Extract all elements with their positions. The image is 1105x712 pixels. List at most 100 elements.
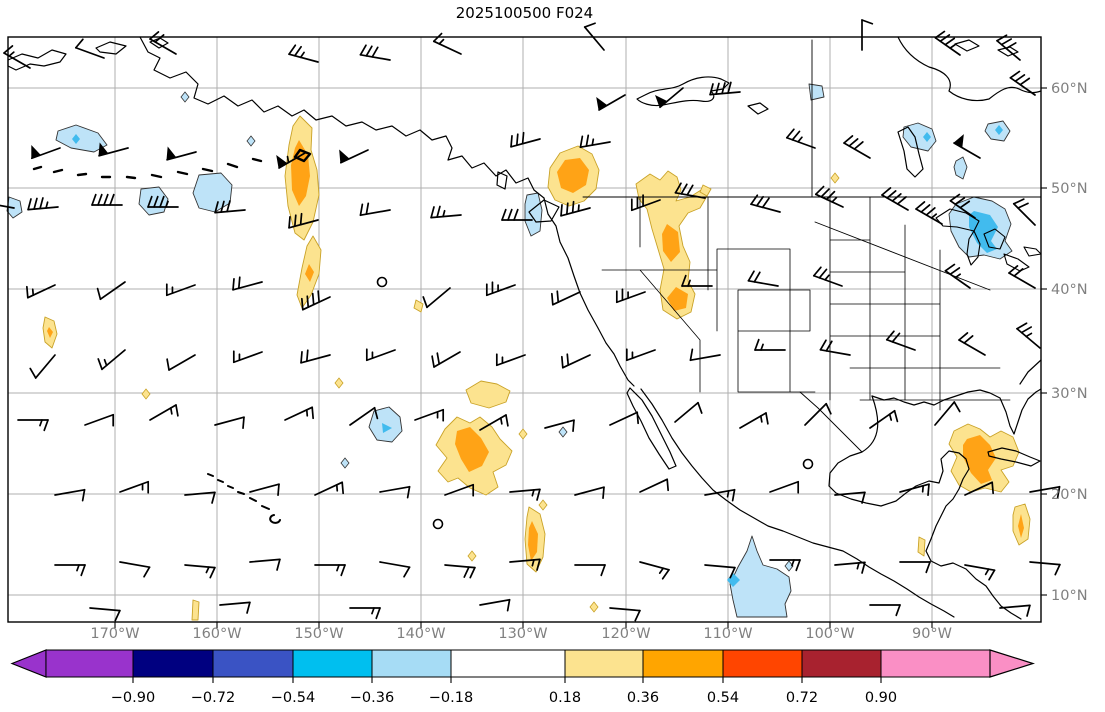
barb-full-tick bbox=[560, 203, 563, 217]
barb-full-tick bbox=[143, 566, 151, 578]
barb-full-tick bbox=[600, 564, 606, 577]
wind-barb bbox=[509, 488, 541, 501]
contour-speck bbox=[518, 428, 528, 440]
wind-barb bbox=[750, 194, 781, 213]
barb-staff bbox=[915, 208, 943, 225]
wind-barb bbox=[899, 561, 931, 574]
barb-full-tick bbox=[365, 202, 370, 216]
barb-full-tick bbox=[729, 566, 736, 579]
contour-speck bbox=[72, 134, 80, 144]
wind-barb bbox=[869, 604, 901, 617]
wind-barb bbox=[249, 483, 280, 497]
barb-half-tick bbox=[336, 564, 340, 572]
barb-full-tick bbox=[634, 609, 641, 622]
wind-barb bbox=[609, 411, 639, 426]
barb-full-tick bbox=[521, 131, 525, 145]
barb-full-tick bbox=[1009, 70, 1021, 79]
wind-barb bbox=[29, 354, 56, 379]
wind-barb bbox=[754, 338, 786, 351]
barb-half-tick bbox=[442, 209, 446, 218]
barb-full-tick bbox=[276, 558, 281, 571]
barb-full-tick bbox=[681, 274, 687, 287]
colorbar-tick-label: 0.36 bbox=[627, 690, 659, 706]
barb-full-tick bbox=[436, 352, 441, 365]
colorbar-segment bbox=[45, 649, 134, 678]
contour-core bbox=[1018, 514, 1024, 538]
barb-staff bbox=[804, 402, 828, 426]
wind-barb bbox=[91, 193, 123, 206]
barb-full-tick bbox=[109, 193, 115, 206]
barb-half-tick bbox=[1025, 332, 1033, 338]
barb-staff bbox=[479, 598, 511, 606]
barb-full-tick bbox=[818, 268, 828, 279]
barb-full-tick bbox=[431, 355, 435, 368]
barb-full-tick bbox=[340, 564, 346, 577]
wind-barb bbox=[54, 564, 86, 577]
barb-half-tick bbox=[371, 607, 375, 615]
contour-speck bbox=[558, 426, 568, 438]
wind-barb bbox=[949, 193, 976, 219]
contour-speck bbox=[246, 135, 256, 147]
barb-half-tick bbox=[949, 43, 956, 49]
barb-staff bbox=[630, 199, 661, 212]
barb-full-tick bbox=[373, 406, 379, 420]
wind-barb bbox=[301, 290, 331, 311]
barb-staff bbox=[615, 291, 646, 304]
barb-staff bbox=[1008, 272, 1036, 289]
aleutian-islands bbox=[32, 148, 312, 180]
y-tick-label: 10°N bbox=[1051, 588, 1088, 604]
barb-half-tick bbox=[45, 201, 49, 209]
barb-staff bbox=[561, 354, 591, 369]
barb-full-tick bbox=[501, 208, 507, 221]
barb-full-tick bbox=[825, 402, 832, 415]
barb-full-tick bbox=[949, 267, 961, 276]
colorbar-segment bbox=[371, 649, 452, 678]
contour-speck bbox=[589, 601, 599, 613]
barb-staff bbox=[84, 413, 115, 426]
wind-barb bbox=[996, 34, 1021, 61]
wind-barb bbox=[639, 561, 670, 580]
barb-staff bbox=[996, 39, 1021, 61]
barb-full-tick bbox=[406, 485, 411, 499]
barb-full-tick bbox=[359, 44, 367, 56]
barb-full-tick bbox=[925, 207, 936, 216]
barb-staff bbox=[750, 203, 781, 213]
barb-staff bbox=[944, 269, 971, 289]
contour-core bbox=[382, 423, 392, 433]
wind-barb bbox=[17, 419, 49, 432]
negative-contour-region bbox=[729, 535, 792, 618]
barb-full-tick bbox=[680, 183, 688, 195]
wind-barb bbox=[574, 564, 606, 577]
barb-full-tick bbox=[299, 212, 303, 226]
barb-staff bbox=[609, 411, 639, 426]
barb-full-tick bbox=[885, 330, 895, 341]
wind-barb bbox=[964, 564, 996, 581]
barb-full-tick bbox=[585, 134, 590, 148]
wind-barb bbox=[276, 152, 306, 169]
barb-staff bbox=[639, 478, 669, 493]
barb-full-tick bbox=[727, 81, 732, 94]
barb-staff bbox=[430, 214, 462, 219]
wind-barb bbox=[704, 564, 736, 579]
contour-core bbox=[969, 211, 998, 253]
barb-staff bbox=[349, 406, 376, 426]
barb-full-tick bbox=[43, 419, 49, 432]
wind-barb bbox=[84, 413, 115, 427]
barb-staff bbox=[301, 296, 331, 311]
barb-half-tick bbox=[531, 559, 535, 567]
barb-full-tick bbox=[154, 34, 165, 43]
barb-full-tick bbox=[944, 37, 956, 46]
wind-barb bbox=[166, 146, 197, 161]
wind-barb bbox=[689, 348, 721, 362]
barb-half-tick bbox=[335, 484, 339, 492]
barb-full-tick bbox=[754, 338, 760, 351]
barb-full-tick bbox=[317, 290, 320, 303]
wind-barb bbox=[149, 404, 179, 421]
barb-staff bbox=[834, 561, 866, 566]
barb-full-tick bbox=[1019, 77, 1031, 86]
barb-half-tick bbox=[531, 489, 535, 497]
wind-barb bbox=[314, 564, 346, 577]
colorbar-segment bbox=[642, 649, 724, 678]
wind-barb bbox=[422, 287, 451, 309]
negative-contour-region bbox=[902, 122, 937, 152]
